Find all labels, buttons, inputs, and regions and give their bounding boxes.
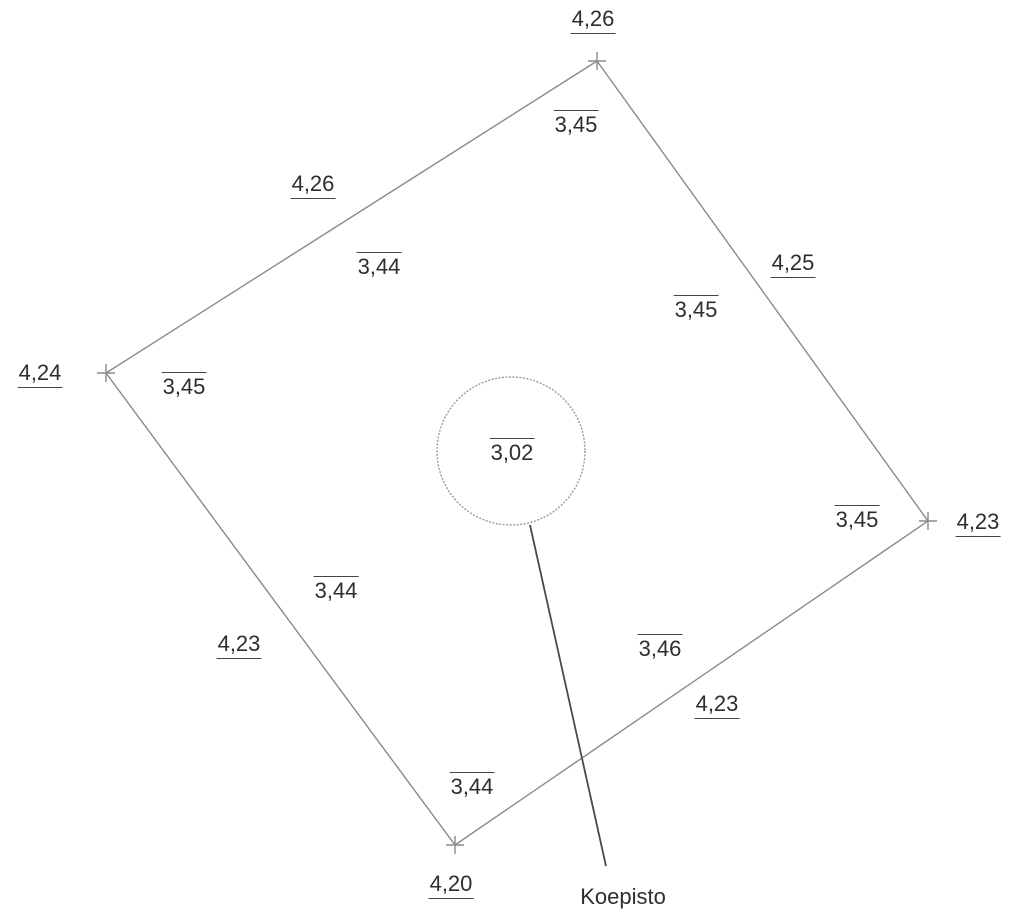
corner-marker-bottom <box>446 836 464 854</box>
test-pit-label: Koepisto <box>580 884 666 909</box>
edge-elevation-bottom-right: 4,23 <box>694 691 740 719</box>
corner-elevation-left: 4,24 <box>17 360 63 388</box>
corner-elevation-top: 4,26 <box>570 6 616 34</box>
corner-inner-bottom: 3,44 <box>449 772 495 799</box>
corner-markers <box>97 52 937 854</box>
corner-inner-top: 3,45 <box>553 110 599 137</box>
corner-inner-left: 3,45 <box>161 372 207 399</box>
test-pit-circle <box>436 376 586 526</box>
edge-inner-top-left: 3,44 <box>356 252 402 279</box>
edge-elevation-top-left: 4,26 <box>290 171 336 199</box>
edge-elevation-bottom-left: 4,23 <box>216 631 262 659</box>
corner-elevation-right: 4,23 <box>955 509 1001 537</box>
corner-marker-right <box>919 512 937 530</box>
edge-inner-top-right: 3,45 <box>673 295 719 322</box>
corner-marker-top <box>588 52 606 70</box>
corner-marker-left <box>97 364 115 382</box>
edge-inner-bottom-right: 3,46 <box>637 634 683 661</box>
edge-elevation-top-right: 4,25 <box>770 250 816 278</box>
corner-elevation-bottom: 4,20 <box>428 871 474 899</box>
edge-inner-bottom-left: 3,44 <box>313 576 359 603</box>
test-pit-leader-line <box>529 524 607 867</box>
corner-inner-right: 3,45 <box>834 505 880 532</box>
test-pit-value: 3,02 <box>489 438 535 465</box>
